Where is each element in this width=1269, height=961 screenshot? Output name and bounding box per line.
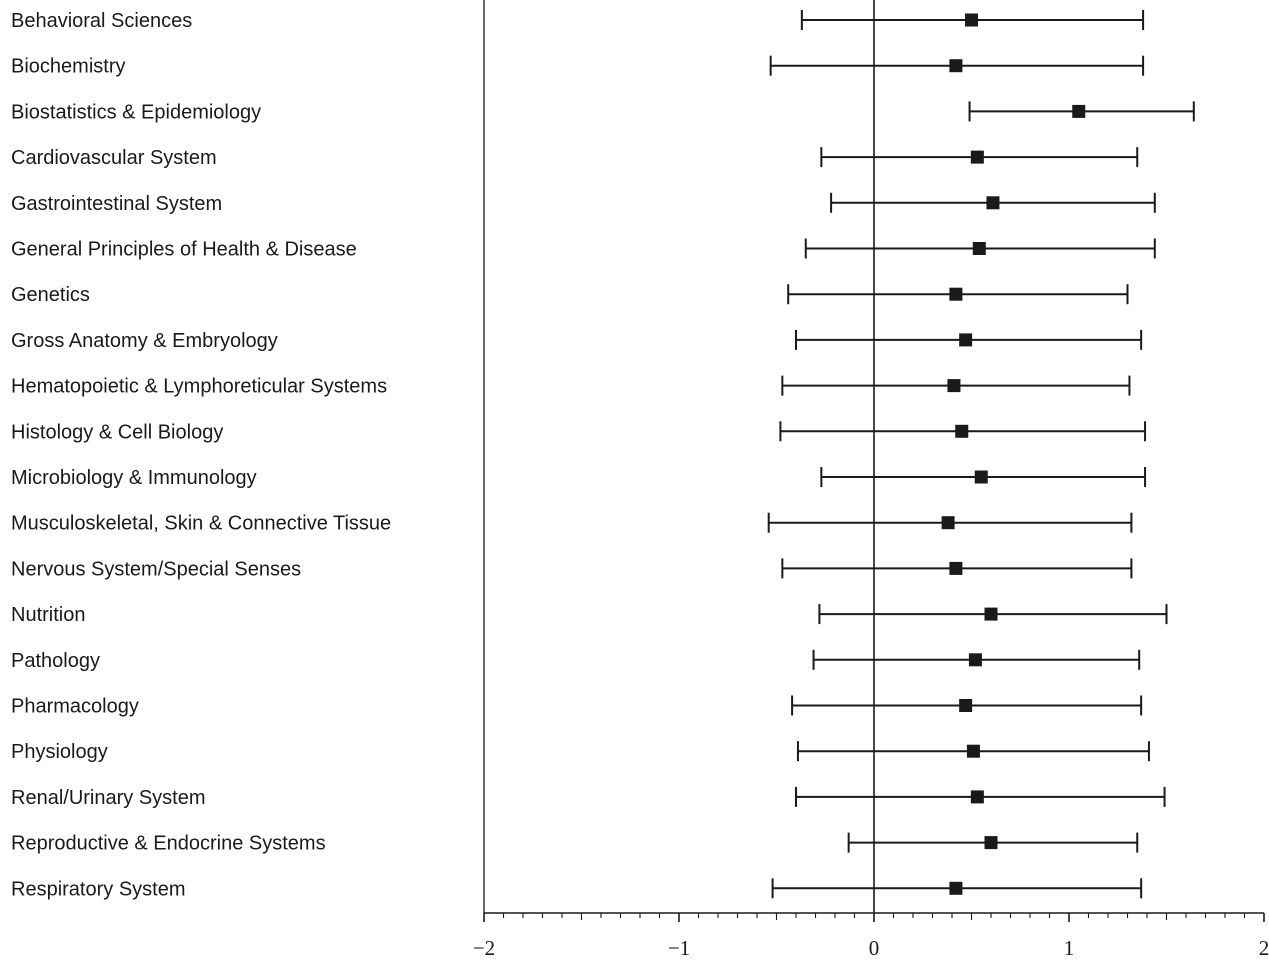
category-label: Renal/Urinary System (11, 787, 206, 809)
point-estimate-marker (949, 59, 963, 73)
category-label: Biostatistics & Epidemiology (11, 101, 261, 123)
category-label: Respiratory System (11, 878, 186, 900)
point-estimate-marker (955, 424, 969, 438)
point-estimate-marker (947, 379, 961, 393)
x-axis: −2 −1 0 1 2 (473, 912, 1269, 960)
point-estimate-marker (949, 881, 963, 895)
point-estimate-marker (974, 470, 988, 484)
point-estimate-marker (984, 607, 998, 621)
confidence-intervals (767, 10, 1195, 899)
category-labels: Behavioral Sciences Biochemistry Biostatis… (11, 10, 391, 900)
point-estimate-marker (965, 13, 978, 27)
point-estimate-marker (970, 150, 984, 164)
x-tick-label: −1 (668, 936, 690, 956)
category-label: Hematopoietic & Lymphoreticular Systems (11, 376, 387, 398)
point-estimate-marker (959, 699, 973, 712)
point-estimate-marker (941, 516, 955, 530)
x-tick-label: −2 (473, 936, 495, 956)
x-tick-label: 0 (869, 936, 880, 956)
point-estimate-marker (1072, 104, 1086, 118)
point-estimate-marker (949, 561, 963, 575)
category-label: Nervous System/Special Senses (11, 558, 301, 580)
point-estimate-marker (966, 744, 980, 758)
category-label: Microbiology & Immunology (11, 467, 257, 489)
point-estimate-marker (972, 242, 986, 255)
category-label: Reproductive & Endocrine Systems (11, 833, 326, 855)
category-label: Gross Anatomy & Embryology (11, 330, 278, 352)
category-label: Cardiovascular System (11, 147, 217, 169)
reference-line-group (483, 0, 875, 913)
category-label: Behavioral Sciences (11, 10, 192, 32)
category-label: Gastrointestinal System (11, 193, 222, 215)
category-label: Genetics (11, 284, 90, 306)
point-estimate-marker (949, 287, 963, 301)
category-label: Musculoskeletal, Skin & Connective Tissu… (11, 513, 391, 535)
category-label: Histology & Cell Biology (11, 421, 223, 443)
category-label: Pathology (11, 650, 100, 672)
category-label: General Principles of Health & Disease (11, 239, 357, 261)
point-estimate-marker (970, 790, 984, 804)
category-label: Pharmacology (11, 696, 139, 718)
x-tick-label: 2 (1259, 936, 1269, 956)
point-estimate-marker (986, 196, 1000, 210)
point-estimate-marker (959, 333, 973, 347)
category-label: Nutrition (11, 604, 85, 626)
category-label: Biochemistry (11, 56, 125, 78)
point-estimate-marker (968, 653, 982, 667)
category-label: Physiology (11, 741, 108, 763)
point-estimate-marker (984, 836, 998, 850)
x-tick-label: 1 (1064, 936, 1075, 956)
